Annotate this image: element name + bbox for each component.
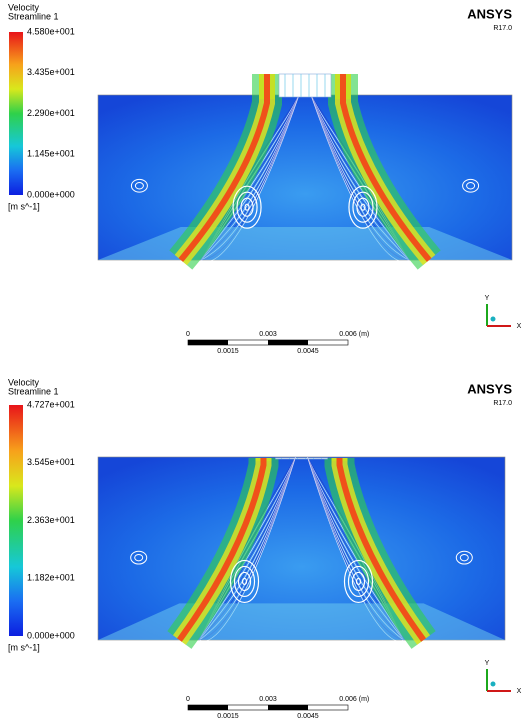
legend-label: 1.145e+001 [27,149,75,159]
version: R17.0 [493,25,512,32]
legend-label: 4.580e+001 [27,26,75,36]
legend-unit: [m s^-1] [8,201,40,211]
scale-label: 0.006 [339,331,357,338]
axis-z [491,317,496,322]
legend-label: 2.363e+001 [27,515,75,525]
scale-segment [268,340,308,345]
legend-title: Streamline 1 [8,11,59,21]
flow-field [98,457,505,641]
scale-label: 0.0045 [297,713,319,720]
scale-label: 0.003 [259,331,277,338]
legend-label: 3.545e+001 [27,457,75,467]
scale-segment [188,705,228,710]
legend-label: 0.000e+000 [27,630,75,640]
color-bar [9,32,23,195]
axis-label-x: X [517,688,522,695]
scale-label: 0 [186,696,190,703]
scale-label: 0.006 [339,696,357,703]
scale-segment [188,340,228,345]
center-inlet [276,458,328,459]
scale-label: 0.0045 [297,348,319,355]
center-inlet [279,74,331,97]
legend-label: 1.182e+001 [27,573,75,583]
version: R17.0 [493,400,512,407]
axis-z [491,682,496,687]
scale-label: 0.0015 [217,713,239,720]
scale-label: 0.0015 [217,348,239,355]
flow-field [98,74,512,262]
scale-label: (m) [359,696,370,703]
brand: ANSYS [467,6,512,21]
legend-label: 4.727e+001 [27,399,75,409]
legend-label: 3.435e+001 [27,67,75,77]
page: VelocityStreamline 14.580e+0013.435e+001… [0,0,525,724]
legend-title: Streamline 1 [8,386,59,396]
axis-label-y: Y [485,295,490,302]
axis-label-x: X [517,323,522,330]
scale-label: 0 [186,331,190,338]
legend-label: 0.000e+000 [27,189,75,199]
scale-label: 0.003 [259,696,277,703]
scale-segment [268,705,308,710]
scale-label: (m) [359,331,370,338]
axis-label-y: Y [485,660,490,667]
color-bar [9,405,23,636]
brand: ANSYS [467,381,512,396]
legend-unit: [m s^-1] [8,642,40,652]
legend-label: 2.290e+001 [27,108,75,118]
